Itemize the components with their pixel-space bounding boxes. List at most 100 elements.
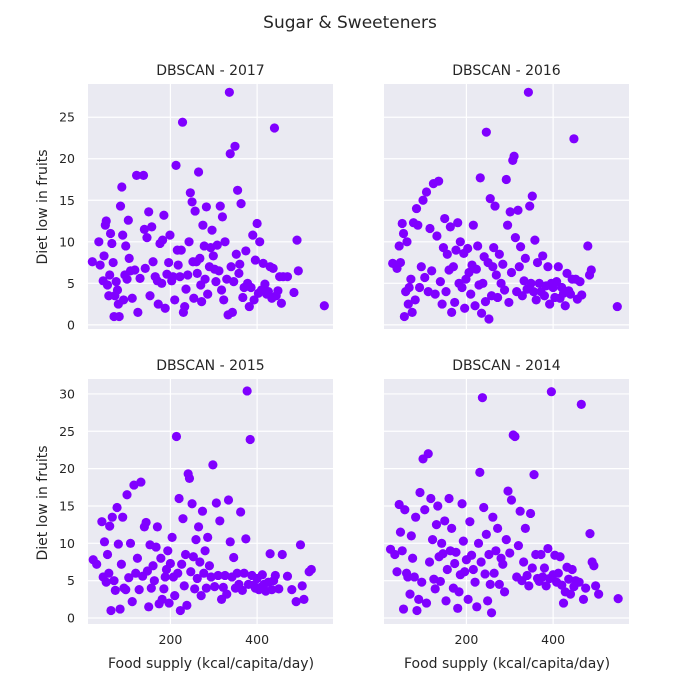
data-point-2015 [299,594,309,604]
data-point-2016 [488,262,498,272]
data-point-2017 [148,257,158,267]
data-point-2017 [121,241,131,251]
data-point-2017 [180,301,190,312]
data-point-2015 [188,552,198,562]
data-point-2016 [484,314,494,324]
data-point-2016 [481,127,491,137]
data-point-2016 [438,243,449,253]
data-point-2015 [191,534,201,545]
data-point-2017 [289,287,299,298]
data-point-2015 [134,585,144,595]
data-point-2015 [160,572,170,582]
data-point-2016 [470,301,480,311]
data-point-2016 [402,237,412,247]
data-point-2017 [138,170,149,180]
data-point-2014 [437,538,447,548]
data-point-2015 [99,537,110,547]
data-point-2014 [489,568,499,578]
data-point-2014 [558,598,569,608]
data-point-2015 [101,577,111,587]
data-point-2015 [105,521,115,531]
data-point-2015 [131,568,141,578]
data-point-2015 [257,570,267,580]
data-point-2016 [523,87,533,97]
data-point-2014 [515,506,525,516]
data-point-2015 [274,584,284,594]
data-point-2016 [460,303,470,313]
data-point-2017 [189,293,199,303]
data-point-2016 [476,308,487,318]
data-point-2016 [448,262,458,272]
data-point-2017 [185,188,195,198]
data-point-2015 [306,564,316,575]
data-point-2016 [498,259,508,269]
data-point-2015 [237,585,247,595]
data-point-2014 [457,499,467,509]
data-point-2015 [92,559,102,569]
data-point-2017 [114,311,124,322]
data-point-2017 [235,259,245,269]
data-point-2014 [564,574,574,584]
data-point-2014 [397,546,407,556]
data-point-2014 [505,548,515,558]
data-point-2017 [248,230,258,240]
data-point-2015 [206,572,216,582]
data-point-2014 [440,516,450,526]
data-point-2014 [431,520,442,530]
data-point-2014 [409,572,419,582]
data-point-2015 [204,561,215,571]
data-point-2017 [94,237,104,247]
data-point-2015 [167,532,177,542]
data-point-2015 [121,585,131,595]
data-point-2014 [468,564,478,575]
data-point-2014 [494,579,504,590]
data-point-2016 [410,295,420,305]
data-point-2017 [234,268,244,278]
data-point-2016 [529,287,539,297]
data-point-2014 [498,559,508,569]
data-point-2016 [493,292,503,303]
data-point-2016 [586,265,596,275]
panel-2014: DBSCAN - 2014 200 400 [384,358,629,647]
y-tick-label: 5 [67,573,75,588]
data-point-2017 [203,289,213,299]
y-tick-label: 15 [59,193,75,208]
data-point-2017 [139,224,149,234]
panel-2016: DBSCAN - 2016 [384,63,629,329]
data-point-2017 [193,167,204,177]
data-point-2014 [392,567,402,577]
y-tick-label: 0 [67,611,75,626]
data-point-2015 [223,495,234,505]
data-point-2014 [403,572,413,582]
data-point-2017 [102,280,113,290]
data-point-2014 [525,508,536,519]
data-point-2015 [182,600,192,610]
data-point-2015 [110,585,120,595]
x-ticks-2014: 200 400 [454,632,565,647]
data-point-2014 [581,583,591,593]
data-point-2014 [527,563,537,573]
data-point-2016 [553,262,563,272]
data-point-2015 [151,542,161,552]
data-point-2015 [195,557,205,567]
data-point-2016 [425,223,435,234]
data-point-2016 [612,301,622,312]
data-point-2014 [477,393,488,403]
data-point-2015 [146,583,156,593]
data-point-2015 [159,584,169,594]
data-point-2016 [513,205,523,215]
data-point-2016 [457,282,467,293]
data-point-2016 [411,203,422,214]
data-point-2017 [95,260,105,270]
data-point-2015 [222,589,232,599]
data-point-2014 [524,581,534,591]
data-point-2014 [499,587,510,597]
data-point-2016 [399,311,409,322]
data-point-2015 [112,502,122,513]
data-point-2016 [543,262,553,272]
data-point-2017 [241,246,251,256]
data-point-2017 [135,273,145,283]
data-point-2015 [201,583,211,593]
data-point-2017 [249,295,259,305]
data-point-2017 [226,262,236,272]
